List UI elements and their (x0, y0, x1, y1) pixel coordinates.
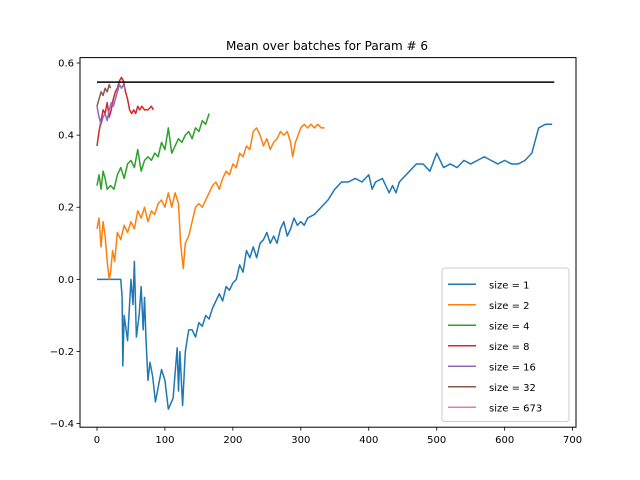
legend-label: size = 1 (489, 280, 530, 291)
x-tick-label: 200 (223, 435, 242, 446)
x-tick-label: 600 (495, 435, 514, 446)
y-tick-label: 0.0 (58, 275, 74, 286)
y-tick-label: −0.2 (50, 347, 74, 358)
legend-label: size = 2 (489, 301, 530, 312)
legend-label: size = 16 (489, 362, 536, 373)
chart-title: Mean over batches for Param # 6 (226, 39, 428, 53)
legend-label: size = 32 (489, 383, 536, 394)
series-line-size-4 (96, 113, 210, 190)
x-tick-label: 0 (94, 435, 100, 446)
y-tick-label: −0.4 (50, 419, 74, 430)
x-tick-label: 500 (427, 435, 446, 446)
y-tick-label: 0.6 (58, 59, 74, 70)
x-axis-ticks: 0 100 200 300 400 500 600 700 (94, 427, 582, 446)
legend: size = 1 size = 2 size = 4 size = 8 size = 1… (441, 267, 570, 422)
x-tick-label: 300 (291, 435, 310, 446)
legend-box (441, 267, 570, 422)
series-line-size-1 (96, 123, 553, 410)
y-axis-ticks: −0.4 −0.2 0.0 0.2 0.4 0.6 (50, 59, 80, 430)
y-tick-label: 0.2 (58, 203, 74, 214)
legend-label: size = 673 (489, 403, 542, 414)
series-line-size-2 (96, 123, 325, 281)
plot-area (96, 76, 555, 410)
x-tick-label: 400 (359, 435, 378, 446)
series-line-size-16 (96, 83, 126, 126)
x-tick-label: 100 (155, 435, 174, 446)
y-tick-label: 0.4 (58, 131, 74, 142)
x-tick-label: 700 (563, 435, 582, 446)
legend-label: size = 8 (489, 342, 530, 353)
series-line-size-8 (96, 76, 155, 147)
legend-label: size = 4 (489, 321, 530, 332)
axes-frame (79, 57, 577, 428)
series-line-size-32 (96, 83, 112, 107)
